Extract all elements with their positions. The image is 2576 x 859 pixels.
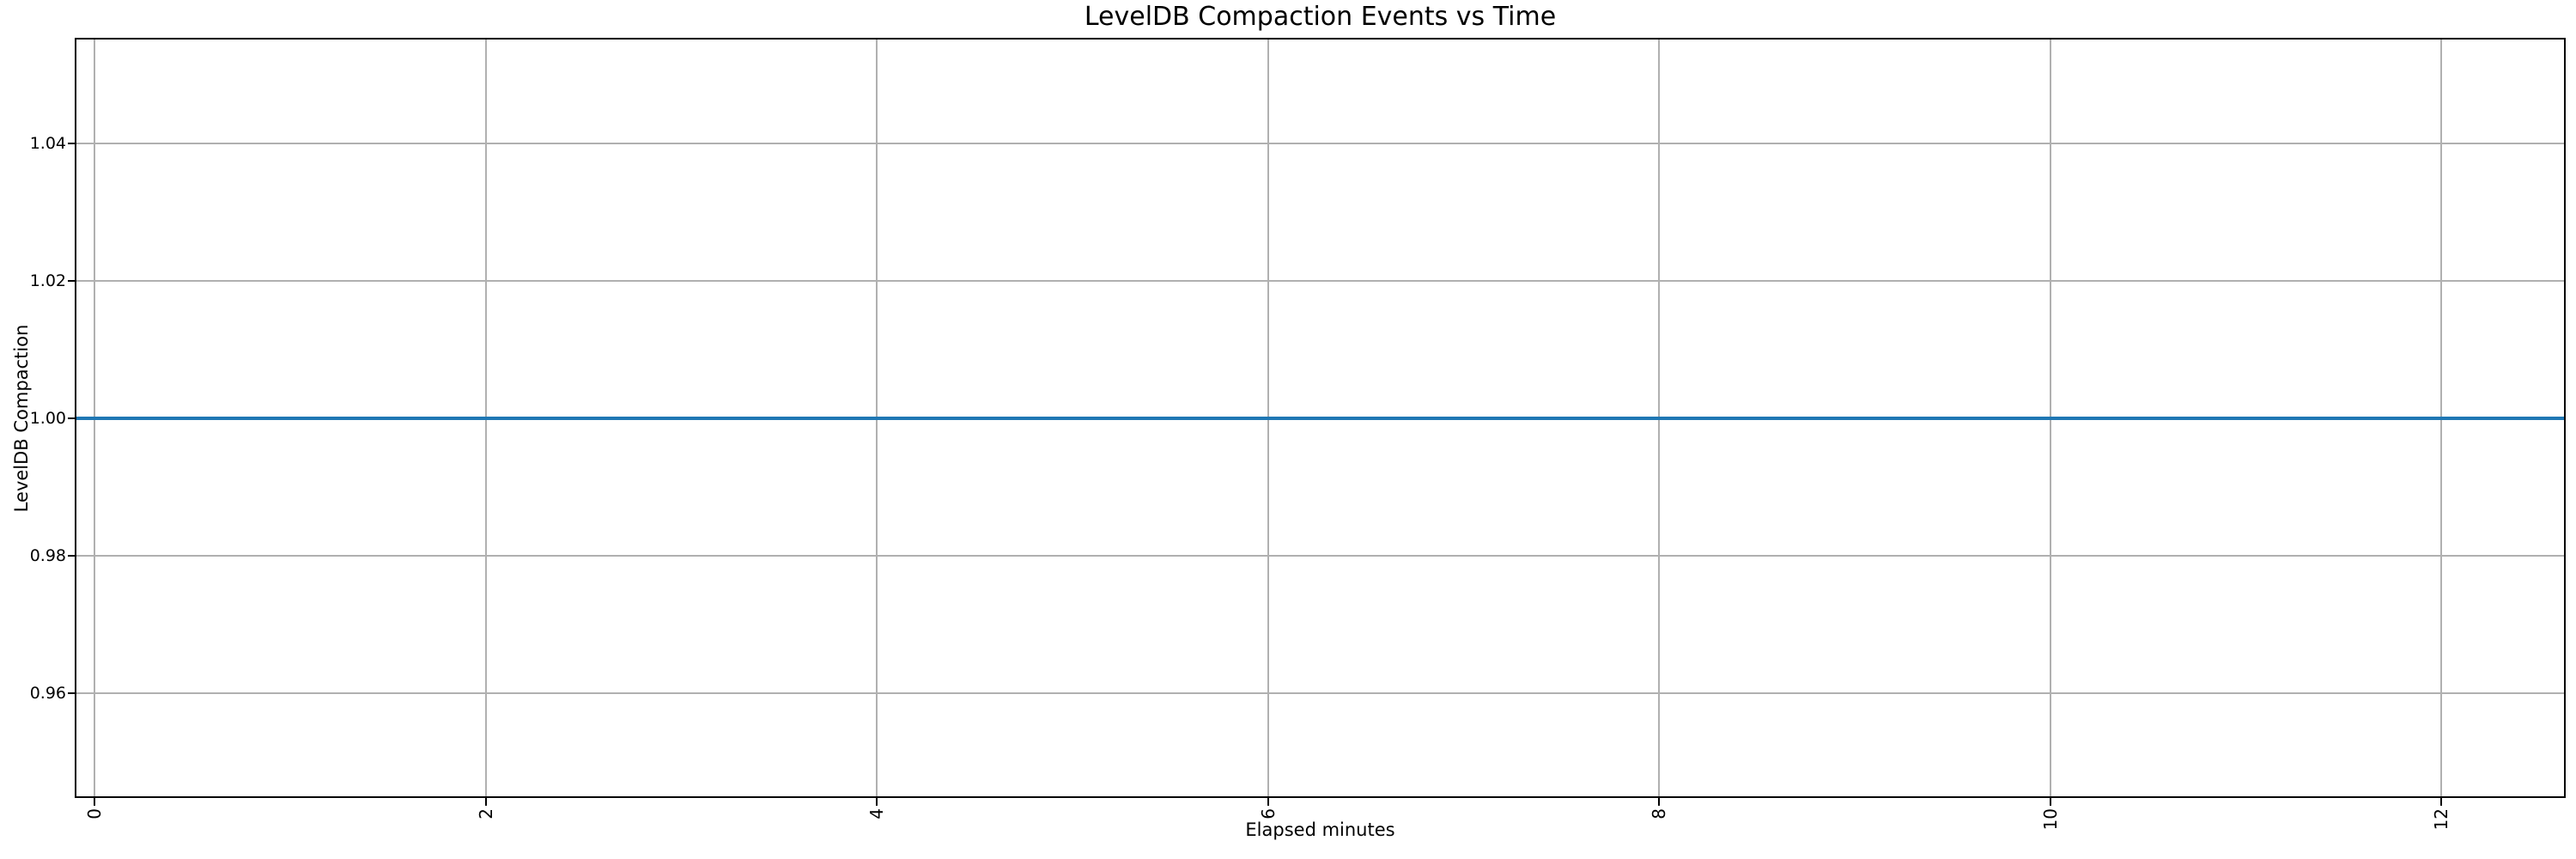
y-tick-mark (68, 417, 76, 420)
x-tick-mark (484, 798, 487, 806)
y-tick-label: 1.02 (29, 271, 66, 291)
x-axis-label: Elapsed minutes (1245, 819, 1395, 840)
y-tick-mark (68, 692, 76, 695)
x-tick-mark (2049, 798, 2051, 806)
plot-area-spines (75, 38, 2566, 798)
series-line-leveldb-compaction (76, 417, 2565, 421)
y-axis-label: LevelDB Compaction (11, 324, 32, 513)
y-tick-label: 0.96 (29, 684, 66, 704)
y-tick-mark (68, 280, 76, 283)
x-tick-label: 4 (866, 808, 888, 819)
y-tick-mark (68, 555, 76, 557)
x-tick-mark (1658, 798, 1661, 806)
y-tick-label: 0.98 (29, 546, 66, 566)
x-tick-mark (876, 798, 878, 806)
y-tick-label: 1.00 (29, 409, 66, 429)
x-tick-label: 2 (475, 808, 496, 819)
y-gridline (76, 280, 2565, 283)
x-tick-label: 8 (1649, 808, 1670, 819)
y-gridline (76, 143, 2565, 145)
x-tick-mark (2440, 798, 2443, 806)
x-tick-label: 6 (1257, 808, 1279, 819)
y-gridline (76, 692, 2565, 695)
x-tick-mark (94, 798, 96, 806)
y-tick-label: 1.04 (29, 134, 66, 154)
y-tick-mark (68, 143, 76, 145)
y-gridline (76, 555, 2565, 557)
x-tick-mark (1267, 798, 1269, 806)
chart-title: LevelDB Compaction Events vs Time (1084, 2, 1557, 32)
x-tick-label: 0 (84, 808, 106, 819)
